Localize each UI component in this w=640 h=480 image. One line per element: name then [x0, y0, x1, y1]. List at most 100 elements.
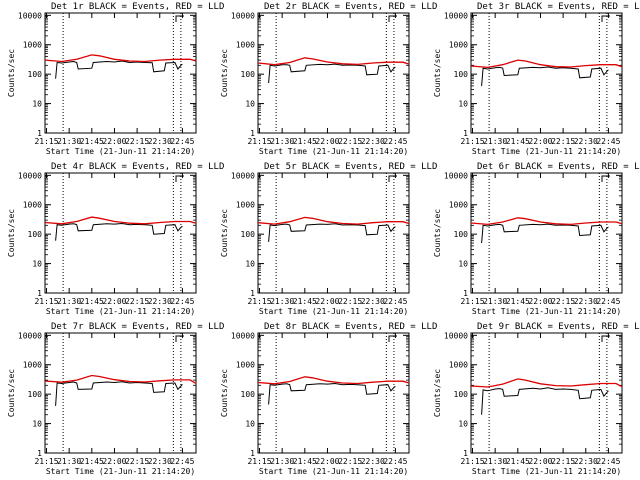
- x-tick-label: 21:30: [57, 457, 81, 466]
- x-tick-label: 22:30: [148, 457, 172, 466]
- y-tick-label: 10000: [231, 171, 255, 180]
- x-tick-label: 22:45: [383, 297, 407, 306]
- y-tick-label: 1000: [449, 361, 468, 370]
- y-tick-label: 10: [32, 100, 42, 109]
- chart-title: Det 1r BLACK = Events, RED = LLD: [51, 2, 224, 12]
- x-tick-label: 22:00: [528, 137, 552, 146]
- chart-title: Det 3r BLACK = Events, RED = LLD: [477, 2, 640, 12]
- x-tick-label: 22:00: [102, 137, 126, 146]
- x-tick-label: 21:15: [247, 297, 271, 306]
- lld-series-line: [257, 216, 410, 225]
- y-tick-label: 1000: [449, 41, 468, 50]
- lld-series-line: [44, 216, 197, 225]
- x-tick-label: 22:15: [551, 457, 575, 466]
- y-axis-label: Counts/sec: [220, 49, 229, 97]
- y-tick-label: 1: [250, 449, 255, 458]
- x-tick-label: 21:45: [80, 457, 104, 466]
- x-tick-label: 22:45: [596, 457, 620, 466]
- y-tick-label: 100: [454, 70, 469, 79]
- x-tick-label: 21:45: [80, 297, 104, 306]
- y-tick-label: 10: [245, 420, 255, 429]
- x-tick-label: 22:15: [551, 297, 575, 306]
- x-tick-label: 22:00: [315, 297, 339, 306]
- x-tick-label: 22:00: [102, 297, 126, 306]
- x-tick-label: 22:15: [125, 137, 149, 146]
- plot-frame: [44, 12, 197, 134]
- chart-panel-4: Det 4r BLACK = Events, RED = LLD 1 10 100 10…: [7, 162, 224, 316]
- y-tick-label: 1: [463, 129, 468, 138]
- y-tick-label: 10000: [18, 11, 42, 20]
- y-tick-label: 10000: [18, 171, 42, 180]
- events-series-line: [55, 381, 183, 406]
- lld-series-line: [44, 54, 197, 63]
- y-tick-label: 100: [28, 390, 43, 399]
- x-tick-label: 22:30: [574, 457, 598, 466]
- x-tick-label: 22:45: [170, 137, 194, 146]
- x-tick-label: 22:00: [528, 457, 552, 466]
- x-tick-label: 22:45: [596, 297, 620, 306]
- x-tick-label: 21:15: [34, 137, 58, 146]
- y-tick-label: 1000: [23, 361, 42, 370]
- x-tick-label: 21:15: [34, 457, 58, 466]
- y-tick-label: 100: [454, 230, 469, 239]
- y-tick-label: 10000: [231, 331, 255, 340]
- x-tick-label: 22:45: [170, 457, 194, 466]
- y-tick-label: 1000: [236, 361, 255, 370]
- chart-panel-7: Det 7r BLACK = Events, RED = LLD 1 10 100 10…: [7, 322, 224, 476]
- lld-series-line: [257, 376, 410, 385]
- x-tick-label: 22:15: [125, 297, 149, 306]
- y-tick-label: 10000: [18, 331, 42, 340]
- x-tick-label: 22:30: [361, 457, 385, 466]
- y-tick-label: 10000: [444, 11, 468, 20]
- chart-panel-6: Det 6r BLACK = Events, RED = LLD 1 10 100 10…: [433, 162, 640, 316]
- x-axis-label: Start Time (21-Jun-11 21:14:20): [472, 467, 621, 476]
- x-tick-label: 21:30: [483, 137, 507, 146]
- x-tick-label: 21:45: [293, 137, 317, 146]
- x-tick-label: 21:30: [483, 457, 507, 466]
- y-tick-label: 100: [241, 390, 256, 399]
- chart-title: Det 4r BLACK = Events, RED = LLD: [51, 162, 224, 172]
- x-tick-label: 21:45: [293, 457, 317, 466]
- chart-title: Det 7r BLACK = Events, RED = LLD: [51, 322, 224, 332]
- x-tick-label: 22:30: [574, 137, 598, 146]
- events-series-line: [55, 222, 183, 241]
- x-tick-label: 21:15: [460, 457, 484, 466]
- x-tick-label: 21:15: [460, 137, 484, 146]
- y-tick-label: 1: [37, 289, 42, 298]
- lld-series-line: [470, 217, 623, 226]
- y-tick-label: 1: [37, 129, 42, 138]
- x-tick-label: 21:30: [483, 297, 507, 306]
- x-tick-label: 22:00: [528, 297, 552, 306]
- x-tick-label: 22:00: [102, 457, 126, 466]
- x-axis-label: Start Time (21-Jun-11 21:14:20): [472, 307, 621, 316]
- y-tick-label: 1000: [236, 41, 255, 50]
- y-axis-label: Counts/sec: [433, 369, 442, 417]
- chart-panel-1: Det 1r BLACK = Events, RED = LLD 1 10 100 10…: [7, 2, 224, 156]
- chart-title: Det 5r BLACK = Events, RED = LLD: [264, 162, 437, 172]
- x-axis-label: Start Time (21-Jun-11 21:14:20): [472, 147, 621, 156]
- y-tick-label: 10000: [444, 331, 468, 340]
- y-axis-label: Counts/sec: [433, 209, 442, 257]
- x-tick-label: 22:15: [125, 457, 149, 466]
- x-axis-label: Start Time (21-Jun-11 21:14:20): [46, 307, 195, 316]
- y-axis-label: Counts/sec: [7, 369, 16, 417]
- x-tick-label: 22:30: [361, 297, 385, 306]
- plot-frame: [44, 332, 197, 454]
- events-series-line: [268, 223, 396, 242]
- plot-frame: [257, 172, 410, 294]
- events-series-line: [268, 63, 396, 84]
- y-tick-label: 10000: [444, 171, 468, 180]
- chart-panel-3: Det 3r BLACK = Events, RED = LLD 1 10 100 10…: [433, 2, 640, 156]
- x-tick-label: 21:45: [506, 297, 530, 306]
- y-tick-label: 10: [32, 260, 42, 269]
- y-tick-label: 10000: [231, 11, 255, 20]
- y-tick-label: 10: [458, 100, 468, 109]
- y-axis-label: Counts/sec: [7, 49, 16, 97]
- x-tick-label: 21:30: [270, 297, 294, 306]
- chart-panel-9: Det 9r BLACK = Events, RED = LLD 1 10 100 10…: [433, 322, 640, 476]
- y-axis-label: Counts/sec: [220, 369, 229, 417]
- y-tick-label: 1: [250, 289, 255, 298]
- plot-frame: [44, 172, 197, 294]
- x-tick-label: 21:30: [270, 137, 294, 146]
